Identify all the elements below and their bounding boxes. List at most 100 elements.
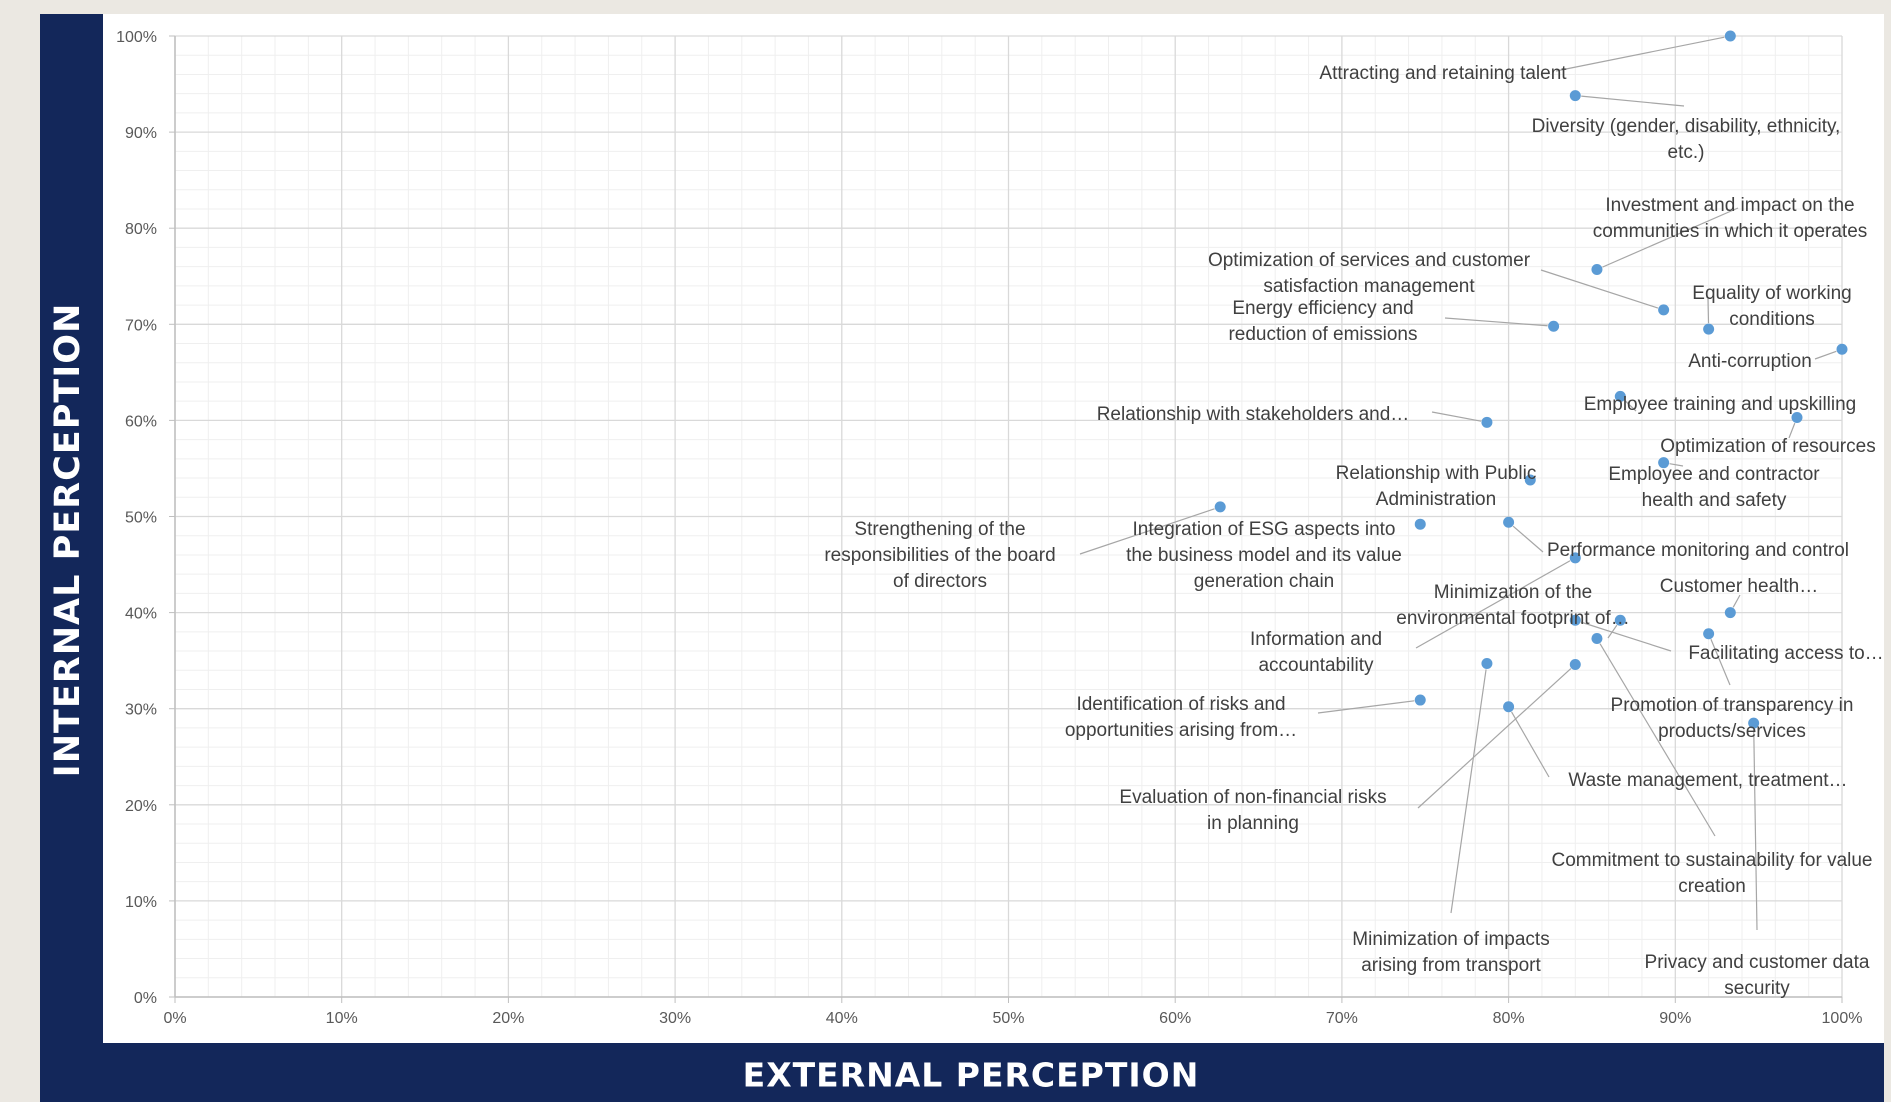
data-label-line: Promotion of transparency in [1611, 695, 1854, 716]
data-point [1614, 614, 1626, 626]
leader-line [1431, 411, 1482, 422]
data-label: Diversity (gender, disability, ethnicity… [1532, 116, 1841, 163]
leader-line [1580, 621, 1672, 652]
data-label-line: responsibilities of the board [824, 545, 1055, 566]
leader-line [1624, 400, 1637, 412]
data-label-line: Performance monitoring and control [1547, 540, 1849, 561]
data-label-line: environmental footprint of… [1396, 608, 1629, 629]
data-label-line: accountability [1258, 655, 1374, 676]
data-label: Promotion of transparency in products/ser… [1611, 695, 1854, 742]
data-label: Relationship with stakeholders and… [1097, 404, 1410, 425]
leader-line [1450, 669, 1487, 914]
data-label-line: reduction of emissions [1228, 324, 1417, 345]
y-tick-label: 10% [125, 894, 157, 911]
data-label: Energy efficiency and reduction of emissi… [1228, 298, 1417, 345]
plot-area [103, 14, 1884, 1043]
data-label-line: Facilitating access to… [1688, 643, 1883, 664]
data-label-line: Minimization of the [1434, 582, 1592, 603]
leader-line [1417, 668, 1572, 809]
data-label-line: Strengthening of the [854, 519, 1025, 540]
data-label: Optimization of resources [1660, 436, 1875, 457]
data-label-line: Equality of working [1692, 283, 1851, 304]
data-label-line: arising from transport [1361, 955, 1541, 976]
data-point [1414, 694, 1426, 706]
data-label: Information and accountability [1250, 629, 1382, 676]
data-label: Minimization of the environmental footpri… [1396, 582, 1629, 629]
data-label: Investment and impact on the communities … [1593, 195, 1868, 242]
data-point [1836, 343, 1848, 355]
data-label-line: communities in which it operates [1593, 221, 1868, 242]
data-label-line: Employee and contractor [1608, 464, 1820, 485]
data-point [1724, 30, 1736, 42]
y-tick-label: 50% [125, 510, 157, 527]
y-tick-label: 70% [125, 317, 157, 334]
data-label-line: Energy efficiency and [1232, 298, 1413, 319]
data-label: Equality of working conditions [1692, 283, 1851, 330]
data-label-line: health and safety [1642, 490, 1787, 511]
data-label-line: the business model and its value [1126, 545, 1402, 566]
y-tick-label: 20% [125, 798, 157, 815]
data-label-line: conditions [1729, 309, 1815, 330]
data-label: Commitment to sustainability for value cr… [1551, 850, 1872, 897]
data-label-line: products/services [1658, 721, 1806, 742]
data-point [1414, 518, 1426, 530]
leader-line [1511, 711, 1550, 778]
leader-line [1317, 700, 1415, 714]
data-point [1548, 320, 1560, 332]
x-tick-label: 100% [1822, 1010, 1863, 1027]
x-tick-label: 80% [1493, 1010, 1525, 1027]
leader-line [1710, 639, 1731, 686]
leader-line [1707, 298, 1710, 324]
y-tick-label: 30% [125, 702, 157, 719]
y-tick-label: 40% [125, 606, 157, 623]
x-tick-label: 30% [659, 1010, 691, 1027]
leader-line [1415, 560, 1571, 649]
data-label-line: Integration of ESG aspects into [1133, 519, 1396, 540]
data-point [1658, 457, 1670, 469]
data-label: Attracting and retaining talent [1319, 63, 1567, 84]
x-tick-label: 50% [992, 1010, 1024, 1027]
data-label-line: etc.) [1668, 142, 1705, 163]
leader-line [1444, 317, 1548, 327]
data-label: Strengthening of the responsibilities of … [824, 519, 1055, 592]
data-label: Employee and contractor health and safety [1608, 464, 1820, 511]
x-tick-label: 90% [1659, 1010, 1691, 1027]
data-point [1214, 501, 1226, 513]
leader-line [1079, 508, 1215, 555]
leader-line [1555, 36, 1725, 72]
data-label-line: Commitment to sustainability for value [1551, 850, 1872, 871]
data-label-line: satisfaction management [1263, 276, 1475, 297]
leader-line [1732, 594, 1741, 608]
data-point [1591, 633, 1603, 645]
data-label: Minimization of impacts arising from tran… [1352, 929, 1549, 976]
leader-line [1512, 525, 1544, 553]
y-tick-label: 80% [125, 221, 157, 238]
y-tick-label: 100% [116, 29, 157, 46]
data-label-line: Minimization of impacts [1352, 929, 1549, 950]
data-label-line: Investment and impact on the [1605, 195, 1854, 216]
data-label-line: of directors [893, 571, 987, 592]
data-point [1724, 607, 1736, 619]
data-point [1748, 717, 1760, 729]
x-tick-label: 60% [1159, 1010, 1191, 1027]
data-label: Optimization of services and customer sat… [1208, 250, 1531, 297]
data-label-line: Attracting and retaining talent [1319, 63, 1567, 84]
data-point [1703, 628, 1715, 640]
data-label-line: Evaluation of non-financial risks [1119, 787, 1386, 808]
data-label-line: Privacy and customer data [1645, 952, 1870, 973]
data-label-line: Anti-corruption [1688, 351, 1812, 372]
data-label: Evaluation of non-financial risks in plan… [1119, 787, 1386, 834]
data-label-line: Administration [1376, 489, 1496, 510]
leader-line [1581, 95, 1685, 107]
data-point [1503, 701, 1515, 713]
data-label: Customer health… [1660, 576, 1818, 597]
leader-line [1602, 207, 1739, 268]
data-label-line: Information and [1250, 629, 1382, 650]
data-point [1614, 390, 1626, 402]
data-point [1524, 474, 1536, 486]
data-point [1791, 412, 1803, 424]
x-tick-label: 70% [1326, 1010, 1358, 1027]
x-tick-label: 0% [163, 1010, 186, 1027]
data-label-line: in planning [1207, 813, 1299, 834]
data-label: Relationship with Public Administration [1336, 463, 1537, 510]
